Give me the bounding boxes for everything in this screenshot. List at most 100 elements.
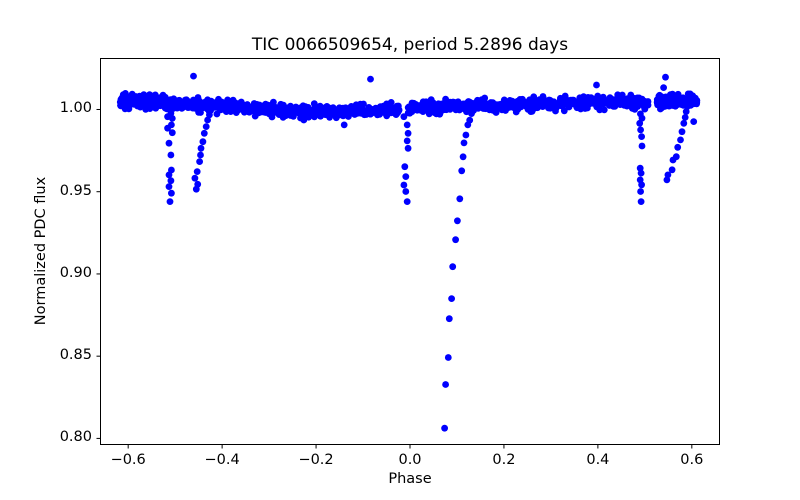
secondary-eclipse-right-point [638,142,646,150]
secondary-eclipse-right-point [638,181,645,189]
band-point [590,100,598,107]
x-tick-label: −0.4 [204,452,240,468]
band-point [387,104,395,111]
secondary-eclipse-left-point [164,124,172,132]
smeared-eclipse-left-point [206,111,213,119]
secondary-eclipse-left-point [165,139,173,147]
y-tick-label: 1.00 [59,100,92,117]
primary-eclipse-point [445,315,453,323]
primary-eclipse-point [464,121,472,129]
primary-eclipse-point [442,381,449,388]
band-point [425,110,433,118]
secondary-eclipse-right-point [638,114,646,122]
secondary-eclipse-left-point [168,189,175,197]
band-point [565,100,573,108]
smeared-eclipse-left-point [199,138,207,146]
band-point [595,104,603,112]
band-point [574,100,582,107]
band-point [183,96,190,104]
primary-eclipse-point [458,167,466,175]
band-point [378,109,386,116]
band-point [660,102,668,110]
band-point [268,113,276,121]
band-point [602,99,610,107]
primary-eclipse-point [452,236,459,244]
band-point [524,106,532,113]
band-point [270,98,277,106]
x-tick-label: −0.2 [298,452,334,468]
primary-eclipse-point [459,153,467,161]
band-point [656,97,663,104]
band-point [419,108,427,115]
smeared-eclipse-right-point [668,166,676,174]
band-point [691,96,699,104]
high-outlier-point [190,72,197,80]
band-point [616,101,624,108]
band-point [270,108,278,116]
band-point [552,104,560,112]
high-outlier-point [660,84,667,91]
band-point [557,94,564,102]
band-point [366,106,374,114]
band-point [643,99,650,107]
secondary-eclipse-left-point [165,183,173,191]
band-point [406,104,414,112]
high-outlier-point [593,81,600,89]
band-point [478,96,486,104]
dip-phase0-point [403,137,411,145]
band-point [587,94,595,101]
band-point [225,106,233,113]
primary-eclipse-point [449,263,457,271]
x-tick-label: 0.0 [398,452,422,468]
x-tick-label: 0.4 [586,452,610,468]
smeared-eclipse-left-point [196,158,204,166]
band-point [525,98,533,106]
band-point [219,104,227,112]
band-point [346,108,353,116]
band-point [672,98,679,106]
y-tick-label: 0.95 [59,182,92,199]
band-point [298,110,306,118]
y-tick-label: 0.85 [59,347,92,364]
band-point [279,114,287,121]
smeared-eclipse-right-point [674,143,682,151]
band-point [534,104,541,112]
band-point [665,98,673,106]
band-point [130,96,138,103]
dip-phase0-point [400,113,408,121]
band-point [479,104,487,111]
band-point [442,95,449,103]
dip-phase0-point [404,129,412,137]
band-point [628,104,636,112]
band-point [202,102,210,110]
axes-frame [100,58,720,445]
primary-eclipse-point [460,139,468,147]
smeared-eclipse-right-point [682,108,690,115]
smeared-eclipse-left-point [204,116,212,124]
band-point [436,110,444,118]
chart-title: TIC 0066509654, period 5.2896 days [251,35,569,55]
band-point [435,100,442,108]
dip-phase0-point [404,144,412,152]
band-point [539,103,547,110]
band-point [519,97,526,104]
band-point [333,107,341,114]
band-point [360,109,368,117]
primary-eclipse-point [441,424,448,432]
dip-phase0-point [401,163,409,171]
smeared-eclipse-right-point [681,114,689,121]
high-outlier-point [662,73,669,81]
band-point [241,107,249,115]
secondary-eclipse-left-point [168,115,176,122]
secondary-eclipse-right-point [638,133,645,141]
smeared-eclipse-right-point [677,136,684,144]
secondary-eclipse-left-point [168,129,176,137]
axes-layer [96,108,693,449]
band-point [190,96,197,104]
band-point [152,104,159,111]
primary-eclipse-point [462,131,470,139]
secondary-eclipse-right-point [636,119,644,127]
x-tick-label: 0.6 [680,452,704,468]
x-tick-label: −0.6 [110,452,146,468]
y-tick-label: 0.80 [59,429,92,446]
